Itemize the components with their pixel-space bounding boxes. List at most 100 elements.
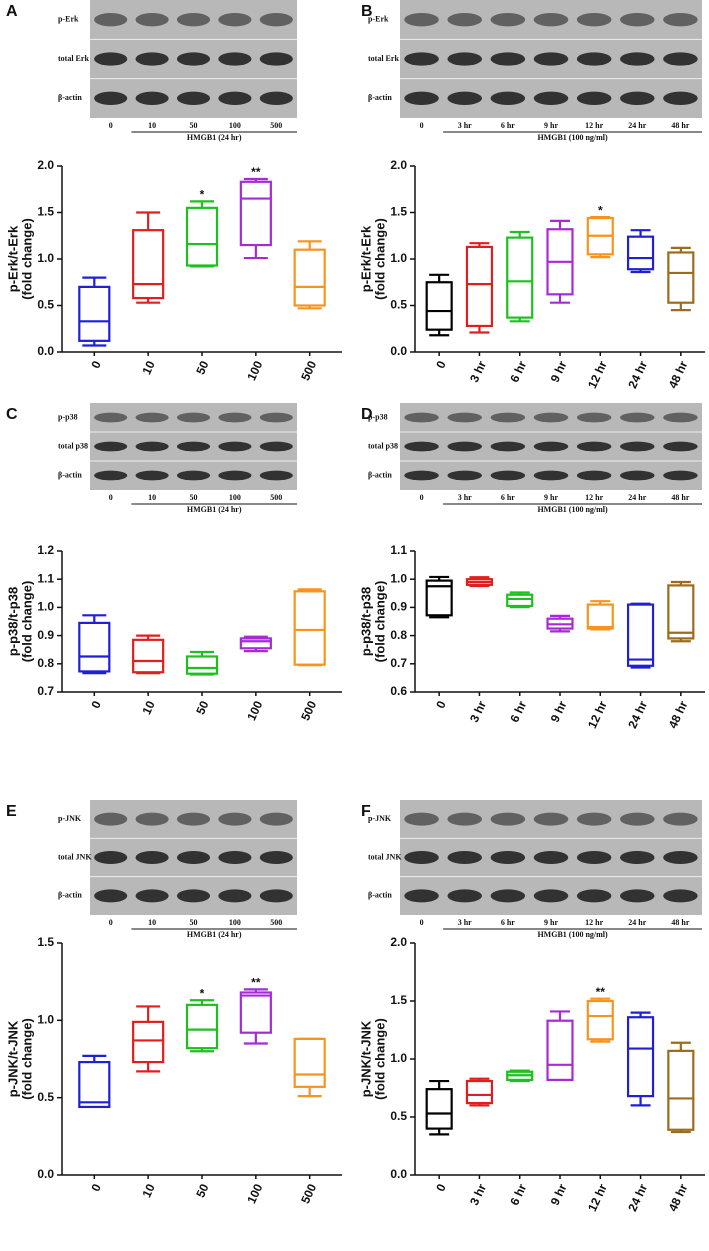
blot-band xyxy=(663,889,698,903)
box xyxy=(132,1020,165,1064)
lane-label: 0 xyxy=(109,121,113,130)
blot-band xyxy=(533,91,569,106)
treatment-label: HMGB1 (24 hr) xyxy=(187,930,242,939)
blot-row-label: β-actin xyxy=(58,470,82,479)
x-tick-label: 48 hr xyxy=(666,358,691,390)
box xyxy=(132,638,165,674)
blot-band xyxy=(259,850,293,865)
blot-band xyxy=(259,441,293,452)
y-axis-label: p-Erk/t-Erk xyxy=(5,225,20,292)
box xyxy=(586,603,614,630)
lane-label: 6 hr xyxy=(501,493,515,502)
blot-band xyxy=(490,412,526,423)
blot-band xyxy=(490,470,526,481)
blot-band xyxy=(447,470,482,481)
blot-band xyxy=(404,889,439,903)
lane-label: 500 xyxy=(270,121,282,130)
blot-band xyxy=(176,412,211,423)
blot-band xyxy=(447,52,482,66)
blot-band xyxy=(576,441,612,452)
blot-band xyxy=(218,52,252,66)
blot-band xyxy=(176,12,211,27)
blot-band xyxy=(533,441,569,452)
blot-band xyxy=(404,850,439,865)
lane-label: 0 xyxy=(420,493,424,502)
box xyxy=(185,206,219,267)
y-tick-label: 1.0 xyxy=(390,571,407,585)
blot-row-label: β-actin xyxy=(58,891,82,900)
y-tick-label: 0.0 xyxy=(390,1167,407,1181)
blot-band xyxy=(576,812,612,826)
x-tick-label: 6 hr xyxy=(507,1181,529,1207)
y-axis-label: (fold change) xyxy=(372,1018,387,1100)
blot-band xyxy=(259,889,293,903)
box xyxy=(425,281,453,331)
treatment-label: HMGB1 (100 ng/ml) xyxy=(537,505,608,514)
blot-band xyxy=(663,850,698,865)
x-tick-label: 6 hr xyxy=(507,698,529,724)
box xyxy=(626,1016,655,1098)
x-tick-label: 48 hr xyxy=(666,698,691,730)
blot-band xyxy=(663,470,698,481)
blot-band xyxy=(620,812,655,826)
blot-row-label: p-JNK xyxy=(58,814,82,823)
x-tick-label: 100 xyxy=(244,1181,265,1205)
lane-label: 48 hr xyxy=(671,493,689,502)
blot-band xyxy=(447,412,482,423)
y-tick-label: 0.0 xyxy=(37,344,54,358)
blot-band xyxy=(620,12,655,27)
lane-label: 24 hr xyxy=(628,918,646,927)
x-tick-label: 500 xyxy=(298,698,319,722)
blot-band xyxy=(259,412,293,423)
x-tick-label: 10 xyxy=(139,1181,157,1199)
y-tick-label: 2.0 xyxy=(37,158,54,172)
box xyxy=(626,235,655,271)
significance: ** xyxy=(251,165,261,179)
panel-letter: F xyxy=(361,803,371,820)
blot-band xyxy=(404,52,439,66)
y-tick-label: 0.7 xyxy=(37,684,54,698)
blot-band xyxy=(94,91,128,106)
lane-label: 6 hr xyxy=(501,918,515,927)
x-tick-label: 50 xyxy=(193,358,211,376)
blot-band xyxy=(94,812,128,826)
blot-band xyxy=(533,52,569,66)
y-tick-label: 1.0 xyxy=(37,1013,54,1027)
blot-band xyxy=(259,812,293,826)
blot-row-label: p-Erk xyxy=(58,14,79,23)
box xyxy=(78,621,111,673)
x-tick-label: 24 hr xyxy=(625,698,650,730)
y-tick-label: 0.0 xyxy=(37,1167,54,1181)
blot-band xyxy=(533,812,569,826)
lane-label: 6 hr xyxy=(501,121,515,130)
x-tick-label: 9 hr xyxy=(548,698,570,724)
x-tick-label: 500 xyxy=(298,1181,319,1205)
lane-label: 50 xyxy=(190,121,198,130)
blot-band xyxy=(176,470,211,481)
x-tick-label: 100 xyxy=(244,698,265,722)
x-tick-label: 12 hr xyxy=(585,358,610,390)
treatment-label: HMGB1 (100 ng/ml) xyxy=(537,930,608,939)
y-tick-label: 1.1 xyxy=(37,571,54,585)
blot-band xyxy=(447,812,482,826)
blot-band xyxy=(533,470,569,481)
lane-label: 100 xyxy=(229,121,241,130)
box xyxy=(78,285,111,342)
treatment-label: HMGB1 (24 hr) xyxy=(187,133,242,142)
x-tick-label: 0 xyxy=(88,1181,104,1193)
box xyxy=(667,251,695,304)
lane-label: 24 hr xyxy=(628,493,646,502)
y-axis-label: p-p38/t-p38 xyxy=(358,587,373,656)
lane-label: 50 xyxy=(190,918,198,927)
lane-label: 500 xyxy=(270,493,282,502)
y-tick-label: 0.9 xyxy=(37,628,54,642)
lane-label: 100 xyxy=(229,918,241,927)
lane-label: 0 xyxy=(109,918,113,927)
blot-band xyxy=(218,12,252,27)
blot-band xyxy=(533,412,569,423)
y-tick-label: 1.0 xyxy=(390,1051,407,1065)
lane-label: 12 hr xyxy=(585,918,603,927)
y-tick-label: 1.5 xyxy=(37,205,54,219)
y-tick-label: 1.5 xyxy=(390,205,407,219)
blot-band xyxy=(135,12,169,27)
